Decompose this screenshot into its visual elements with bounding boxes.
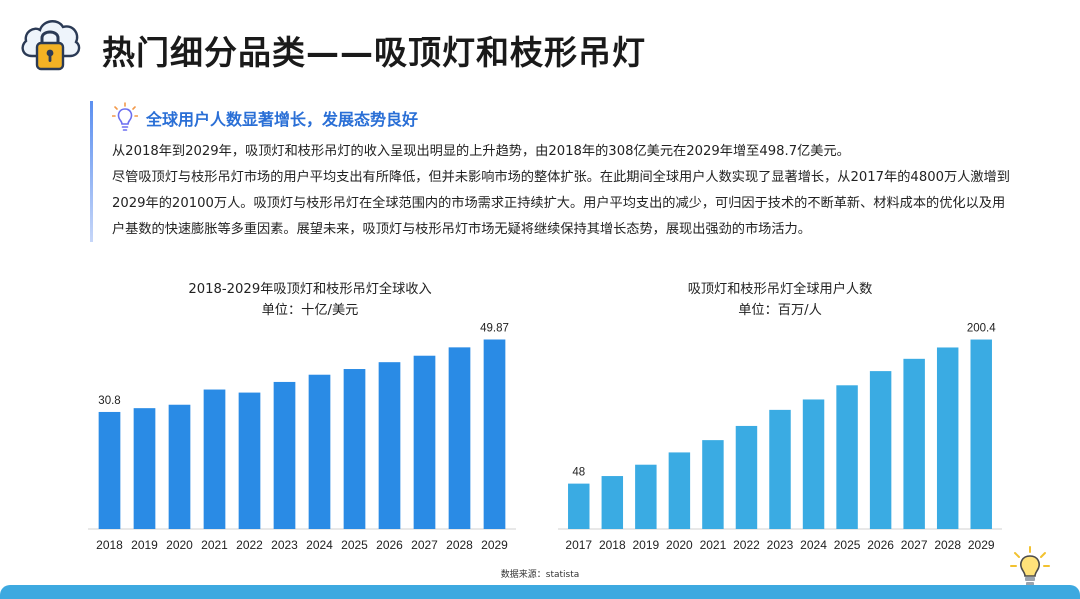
revenue-tick-2025: 2025: [341, 538, 368, 552]
users-chart-title: 吸顶灯和枝形吊灯全球用户人数: [687, 282, 873, 297]
summary-section: 全球用户人数显著增长，发展态势良好 从2018年到2029年，吸顶灯和枝形吊灯的…: [90, 101, 1010, 243]
users-tick-2020: 2020: [666, 538, 693, 552]
users-bar-2019: [635, 464, 657, 529]
users-bar-2024: [802, 399, 825, 529]
users-bar-2025: [836, 385, 858, 529]
revenue-tick-2027: 2027: [411, 538, 438, 552]
cloud-lock-logo-icon: [21, 20, 81, 71]
lightbulb-corner-icon: [1010, 546, 1050, 586]
revenue-chart-unit: 单位：十亿/美元: [261, 303, 359, 318]
users-bar-2018: [601, 476, 624, 529]
users-tick-2023: 2023: [767, 538, 794, 552]
users-bar-2021: [702, 440, 724, 529]
users-bar-2022: [735, 425, 758, 529]
users-data-label-2017: 48: [572, 467, 585, 479]
revenue-tick-2024: 2024: [306, 538, 333, 552]
revenue-tick-2019: 2019: [131, 538, 158, 552]
revenue-bar-2022: [238, 392, 261, 529]
users-data-label-2029: 200.4: [967, 323, 996, 335]
revenue-bar-2024: [308, 374, 331, 529]
bottom-band: [0, 585, 1080, 599]
users-bar-2023: [769, 409, 791, 529]
revenue-bar-2027: [413, 355, 436, 529]
users-tick-2024: 2024: [800, 538, 827, 552]
revenue-chart-title: 2018-2029年吸顶灯和枝形吊灯全球收入: [188, 282, 432, 297]
revenue-bar-2025: [343, 369, 366, 529]
users-chart-plot: 2017 48 2018 2019 2020 2021 2022 2023 2024 2025 20…: [558, 323, 1002, 552]
users-tick-2022: 2022: [733, 538, 760, 552]
revenue-chart: 2018-2029年吸顶灯和枝形吊灯全球收入 单位：十亿/美元 2018 30.8…: [80, 270, 540, 560]
data-source-note: 数据来源：statista: [500, 570, 580, 580]
users-tick-2026: 2026: [867, 538, 894, 552]
revenue-tick-2022: 2022: [236, 538, 263, 552]
page-title: 热门细分品类——吸顶灯和枝形吊灯: [102, 33, 646, 72]
users-tick-2018: 2018: [599, 538, 626, 552]
users-tick-2029: 2029: [968, 538, 995, 552]
users-bar-2028: [936, 347, 959, 529]
revenue-data-label-2029: 49.87: [480, 322, 509, 334]
paragraph-users: 尽管吸顶灯与枝形吊灯市场的用户平均支出有所降低，但并未影响市场的整体扩张。在此期…: [112, 170, 1010, 237]
revenue-tick-2028: 2028: [446, 538, 473, 552]
revenue-bar-2023: [273, 381, 296, 529]
revenue-chart-plot: 2018 30.8 2019 2020 2021 2022 2023 2024 2025 2026…: [88, 322, 516, 552]
users-bar-2017: [568, 483, 590, 529]
revenue-tick-2020: 2020: [166, 538, 193, 552]
revenue-bar-2020: [168, 404, 191, 529]
users-bar-2026: [869, 371, 892, 529]
lightbulb-icon: [112, 102, 138, 131]
revenue-tick-2023: 2023: [271, 538, 298, 552]
revenue-bar-2021: [203, 389, 226, 529]
users-bar-2027: [903, 358, 925, 529]
users-bar-2029: [970, 339, 992, 529]
section-body: 从2018年到2029年，吸顶灯和枝形吊灯的收入呈现出明显的上升趋势，由2018…: [112, 139, 1012, 243]
section-accent-bar: [90, 101, 93, 242]
users-tick-2025: 2025: [834, 538, 861, 552]
users-tick-2017: 2017: [565, 538, 592, 552]
users-chart-unit: 单位：百万/人: [738, 303, 822, 318]
revenue-tick-2026: 2026: [376, 538, 403, 552]
revenue-data-label-2018: 30.8: [98, 395, 120, 407]
users-chart: 吸顶灯和枝形吊灯全球用户人数 单位：百万/人 2017 48 2018 2019 202…: [550, 270, 1010, 560]
section-subtitle: 全球用户人数显著增长，发展态势良好: [146, 110, 419, 129]
revenue-tick-2021: 2021: [201, 538, 228, 552]
users-bar-2020: [668, 452, 691, 529]
users-tick-2019: 2019: [632, 538, 659, 552]
revenue-bar-2026: [378, 362, 401, 529]
revenue-bar-2018: [98, 411, 121, 529]
revenue-tick-2018: 2018: [96, 538, 123, 552]
paragraph-revenue: 从2018年到2029年，吸顶灯和枝形吊灯的收入呈现出明显的上升趋势，由2018…: [112, 144, 850, 159]
users-tick-2021: 2021: [700, 538, 727, 552]
revenue-tick-2029: 2029: [481, 538, 508, 552]
users-tick-2028: 2028: [934, 538, 961, 552]
revenue-bar-2028: [448, 347, 471, 529]
users-tick-2027: 2027: [901, 538, 928, 552]
revenue-bar-2029: [483, 339, 506, 529]
revenue-bar-2019: [133, 408, 156, 529]
